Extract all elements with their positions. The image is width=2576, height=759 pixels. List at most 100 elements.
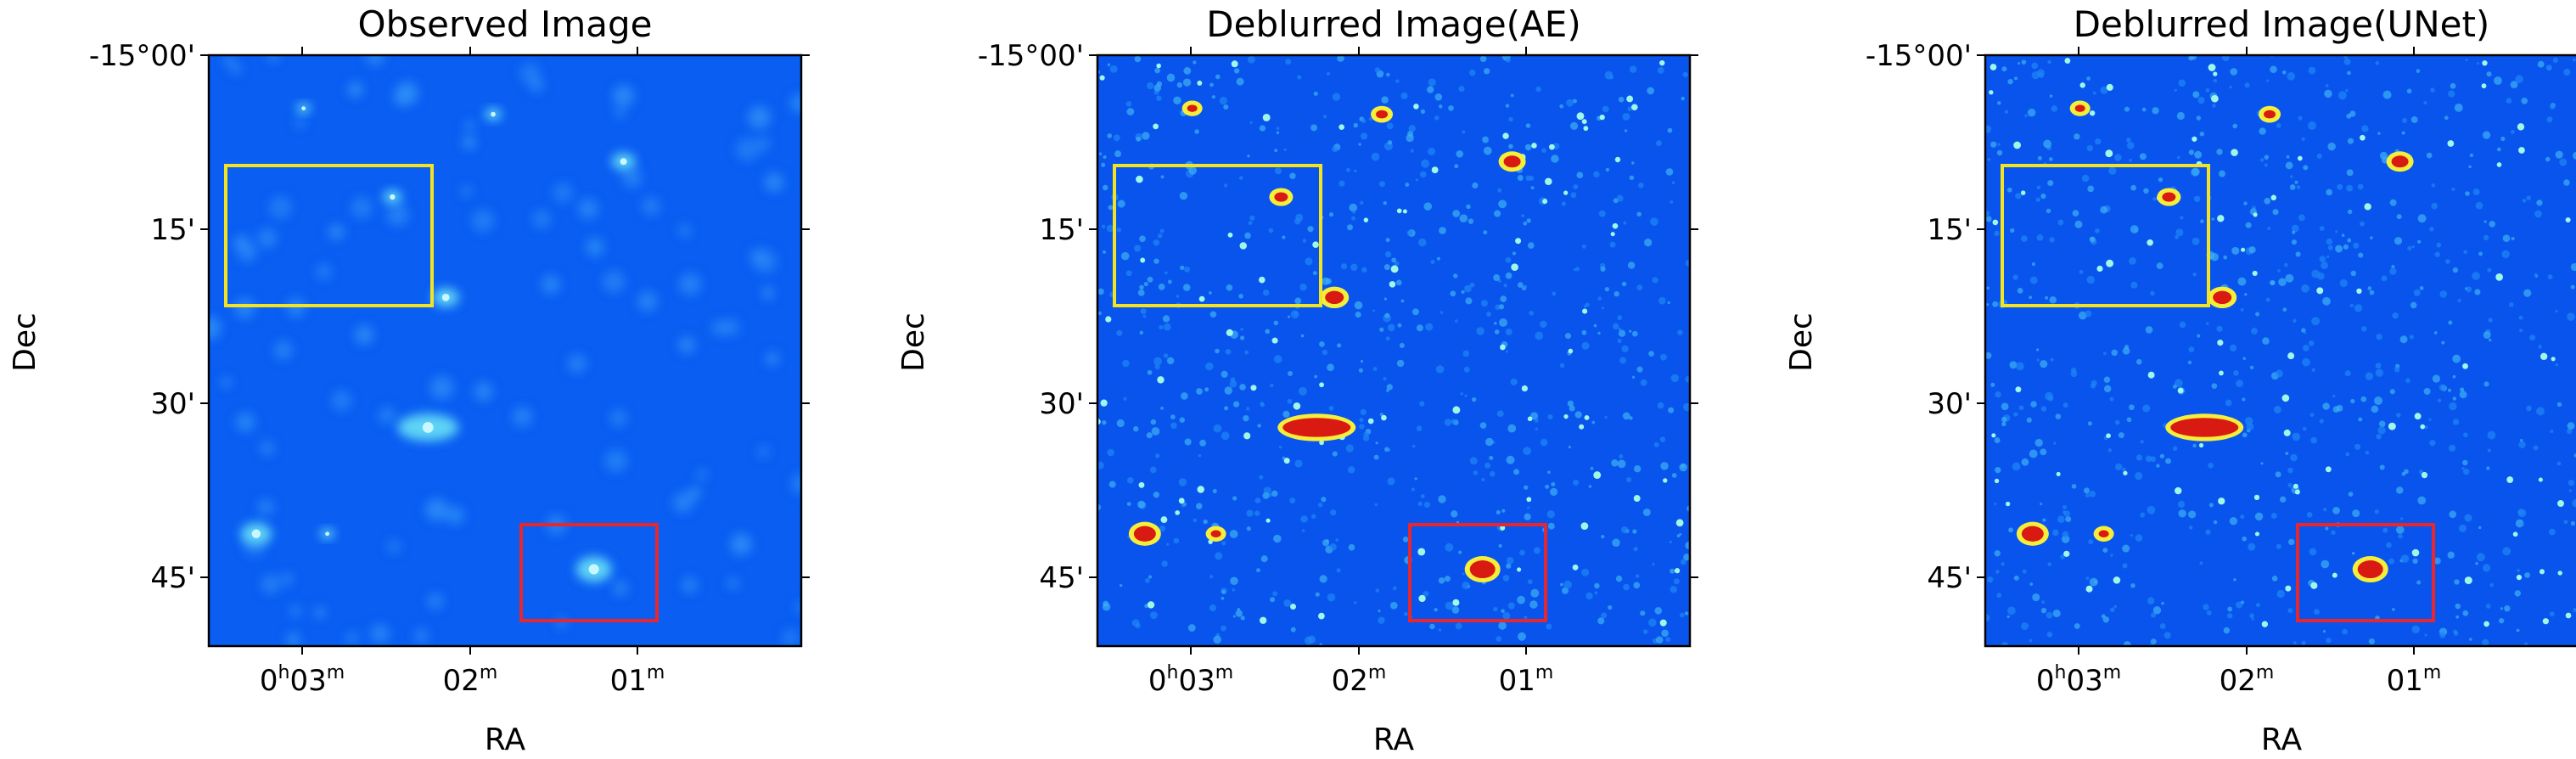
y-tick-label: 30': [150, 387, 195, 421]
point-source: [2542, 618, 2549, 625]
texture-spot: [2368, 638, 2375, 645]
texture-spot: [1194, 129, 1199, 134]
texture-spot: [2285, 273, 2294, 283]
texture-spot: [2046, 208, 2051, 214]
texture-spot: [1541, 148, 1546, 154]
texture-spot: [2208, 503, 2214, 508]
texture-spot: [2110, 554, 2113, 557]
texture-spot: [1598, 210, 1606, 217]
texture-spot: [1601, 612, 1608, 619]
texture-spot: [1383, 201, 1387, 205]
texture-spot: [2017, 288, 2023, 294]
point-source: [2231, 149, 2238, 156]
point-source: [2219, 370, 2224, 376]
diffuse-source: [678, 273, 702, 295]
texture-spot: [2573, 608, 2576, 612]
fine-texture: [1985, 55, 2576, 646]
texture-spot: [1559, 582, 1563, 587]
texture-spot: [2130, 225, 2139, 233]
texture-spot: [2062, 504, 2067, 509]
texture-spot: [2545, 156, 2551, 162]
texture-spot: [1616, 194, 1624, 202]
bright-source: [2170, 418, 2239, 437]
texture-spot: [2573, 453, 2576, 458]
texture-spot: [2051, 105, 2058, 112]
texture-spot: [2552, 58, 2559, 64]
texture-spot: [1383, 376, 1387, 381]
texture-spot: [2489, 338, 2492, 342]
texture-spot: [2325, 84, 2329, 87]
texture-spot: [1535, 86, 1541, 93]
texture-spot: [2130, 281, 2138, 289]
texture-spot: [2389, 267, 2397, 275]
texture-spot: [2032, 593, 2040, 602]
point-source: [2294, 489, 2300, 495]
texture-spot: [1237, 607, 1241, 611]
texture-spot: [1448, 105, 1454, 111]
texture-spot: [2180, 216, 2184, 220]
texture-spot: [1621, 281, 1627, 287]
point-source: [2177, 387, 2184, 394]
texture-spot: [1133, 425, 1139, 432]
point-source: [1226, 329, 1233, 336]
bright-source: [2264, 110, 2276, 119]
texture-spot: [1136, 136, 1142, 142]
texture-spot: [1591, 420, 1596, 424]
texture-spot: [1276, 127, 1280, 130]
texture-spot: [2448, 320, 2453, 325]
texture-spot: [1328, 212, 1334, 217]
texture-spot: [2259, 158, 2265, 162]
texture-spot: [2262, 337, 2270, 345]
texture-spot: [1139, 284, 1144, 290]
texture-spot: [1315, 592, 1320, 597]
texture-spot: [2460, 387, 2465, 392]
texture-spot: [2550, 429, 2554, 434]
texture-spot: [1438, 628, 1442, 632]
texture-spot: [1108, 481, 1116, 488]
texture-spot: [2454, 103, 2463, 112]
point-source: [1259, 616, 1267, 624]
texture-spot: [2159, 623, 2166, 629]
texture-spot: [2009, 361, 2018, 369]
texture-spot: [1507, 424, 1517, 433]
texture-spot: [1670, 374, 1680, 383]
texture-spot: [1317, 502, 1323, 508]
texture-spot: [2381, 275, 2388, 282]
texture-spot: [1436, 256, 1440, 261]
texture-spot: [1462, 582, 1470, 590]
texture-spot: [1507, 602, 1515, 610]
texture-spot: [2332, 394, 2336, 398]
texture-spot: [2074, 623, 2080, 629]
texture-spot: [2332, 506, 2340, 514]
point-source: [2364, 203, 2371, 211]
texture-spot: [2521, 523, 2524, 526]
texture-spot: [2468, 165, 2472, 169]
texture-spot: [2158, 177, 2164, 183]
texture-spot: [1272, 591, 1277, 597]
texture-spot: [1142, 314, 1147, 318]
texture-spot: [1321, 497, 1327, 503]
texture-spot: [1173, 537, 1180, 544]
y-tick-label: 30': [1039, 387, 1084, 421]
texture-spot: [2412, 558, 2418, 565]
texture-spot: [2101, 614, 2106, 619]
diffuse-source: [286, 297, 306, 318]
texture-spot: [2394, 366, 2400, 373]
texture-spot: [1450, 290, 1456, 297]
fine-texture: [1097, 55, 1690, 646]
texture-spot: [1496, 636, 1502, 642]
point-source: [1431, 166, 1439, 174]
texture-spot: [1996, 593, 2002, 599]
diffuse-source: [615, 107, 626, 119]
texture-spot: [1670, 585, 1677, 593]
texture-spot: [1288, 371, 1294, 377]
point-source: [1402, 209, 1407, 214]
texture-spot: [1327, 593, 1336, 602]
texture-spot: [2021, 621, 2029, 630]
texture-spot: [1631, 375, 1636, 379]
texture-spot: [1633, 582, 1641, 589]
texture-spot: [1170, 422, 1177, 430]
texture-spot: [2376, 334, 2382, 340]
texture-spot: [1144, 577, 1150, 583]
texture-spot: [2570, 262, 2576, 272]
